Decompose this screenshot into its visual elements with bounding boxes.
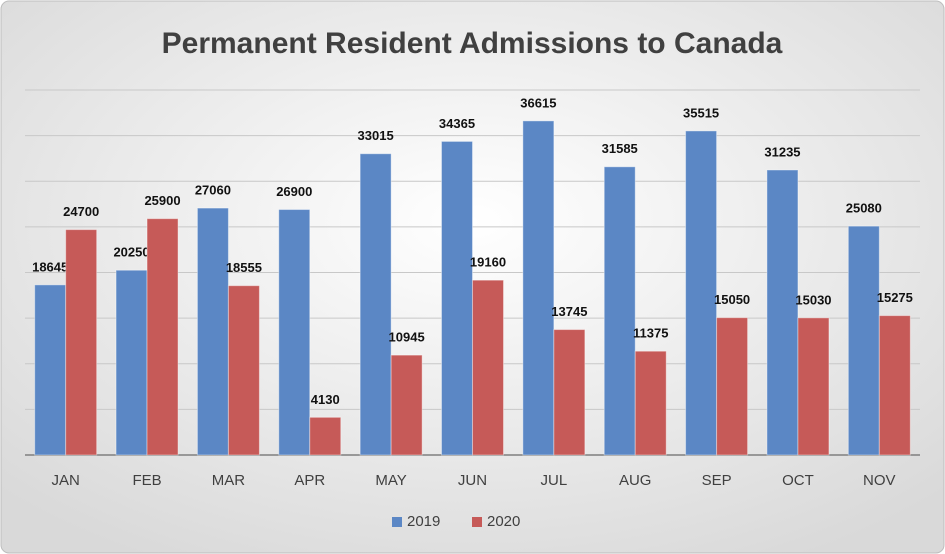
value-label: 33015 [358, 128, 394, 143]
bar [766, 169, 799, 456]
x-tick-label: JUN [458, 472, 487, 489]
legend-label: 2019 [407, 513, 440, 530]
bar [603, 166, 636, 456]
value-label: 19160 [470, 255, 506, 270]
value-label: 25080 [846, 201, 882, 216]
bar [522, 120, 555, 456]
value-label: 31585 [602, 141, 638, 156]
x-tick-label: APR [294, 472, 325, 489]
bar [716, 317, 749, 456]
value-label: 31235 [764, 144, 800, 159]
legend-swatch [392, 517, 402, 527]
bar [878, 315, 911, 456]
value-label: 24700 [63, 204, 99, 219]
x-tick-label: SEP [702, 472, 732, 489]
value-label: 15030 [795, 292, 831, 307]
bar [390, 354, 423, 456]
value-label: 18555 [226, 260, 262, 275]
bar [441, 140, 473, 456]
bar [227, 285, 260, 456]
value-label: 15275 [877, 290, 913, 305]
value-label: 18645 [32, 259, 68, 274]
value-label: 34365 [439, 116, 475, 131]
x-tick-label: OCT [782, 472, 814, 489]
bar [34, 284, 67, 456]
chart-title: Permanent Resident Admissions to Canada [162, 27, 783, 60]
value-label: 27060 [195, 183, 231, 198]
bar [472, 279, 504, 456]
bar [146, 218, 179, 456]
x-tick-label: MAR [212, 472, 246, 489]
bar [634, 350, 667, 456]
value-label: 25900 [144, 193, 180, 208]
bar [685, 130, 718, 456]
value-label: 13745 [551, 304, 587, 319]
value-label: 20250 [113, 245, 149, 260]
value-label: 36615 [520, 95, 556, 110]
x-tick-label: MAY [375, 472, 406, 489]
value-label: 11375 [633, 326, 668, 341]
bar [196, 207, 229, 456]
legend-swatch [472, 517, 482, 527]
value-label: 10945 [389, 330, 425, 345]
bar [847, 225, 880, 456]
bar [797, 317, 830, 456]
bar [65, 229, 98, 456]
legend-label: 2020 [487, 513, 520, 530]
bar [553, 329, 586, 456]
value-label: 26900 [276, 184, 312, 199]
x-tick-label: JAN [52, 472, 80, 489]
x-tick-label: AUG [619, 472, 652, 489]
x-tick-label: NOV [863, 472, 896, 489]
bar [309, 416, 342, 456]
value-label: 4130 [311, 392, 340, 407]
x-tick-label: JUL [541, 472, 568, 489]
bar [115, 269, 148, 456]
bar [359, 153, 392, 456]
value-label: 15050 [714, 292, 750, 307]
value-label: 35515 [683, 105, 719, 120]
x-tick-label: FEB [132, 472, 161, 489]
bar [278, 209, 311, 456]
